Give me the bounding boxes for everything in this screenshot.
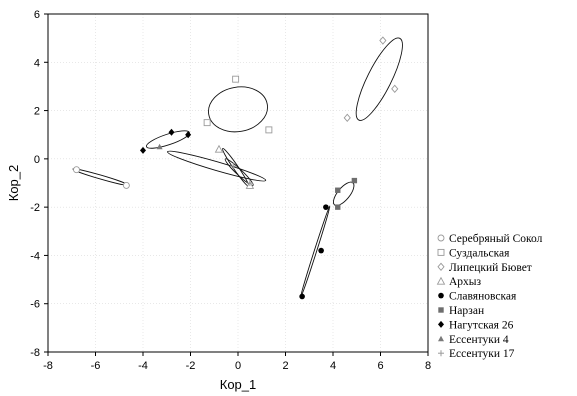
y-axis-label: Кор_2 — [6, 165, 21, 202]
ellipse-series-2 — [355, 37, 403, 121]
data-point — [122, 181, 130, 189]
legend-marker — [438, 320, 444, 328]
x-tick-label: -4 — [138, 360, 148, 372]
confidence-ellipses — [72, 37, 403, 299]
legend-marker — [438, 350, 444, 357]
legend-entry: Архыз — [449, 276, 482, 288]
ellipse-series-6 — [145, 130, 190, 149]
x-tick-label: -2 — [186, 360, 196, 372]
x-tick-label: 2 — [282, 360, 288, 372]
data-point — [379, 36, 387, 45]
grid — [47, 13, 429, 353]
data-point — [335, 204, 341, 210]
x-tick-label: 0 — [235, 360, 241, 372]
legend-marker — [438, 335, 444, 342]
y-tick-label: -2 — [30, 202, 40, 214]
data-point — [185, 131, 192, 139]
legend-entry: Нагутская 26 — [449, 319, 514, 331]
data-point — [299, 293, 305, 300]
ellipse-series-5 — [332, 181, 355, 207]
y-tick-label: 4 — [34, 57, 40, 69]
y-tick-label: -6 — [30, 299, 40, 311]
x-tick-label: 6 — [377, 360, 383, 372]
data-point — [140, 146, 146, 154]
legend-entry: Липецкий Бювет — [449, 262, 532, 274]
y-tick-label: -4 — [30, 250, 40, 262]
legend-entry: Нарзан — [449, 305, 484, 317]
legend-marker — [436, 276, 446, 285]
data-point — [230, 163, 237, 170]
x-tick-label: 8 — [425, 360, 431, 372]
ellipse-series-4 — [300, 205, 331, 299]
legend-marker — [437, 248, 445, 256]
legend-entry: Ессентуки 4 — [449, 334, 509, 346]
ellipse-series-8 — [224, 158, 254, 186]
data-point — [323, 204, 329, 210]
x-tick-label: 4 — [330, 360, 336, 372]
data-point — [246, 180, 253, 186]
data-point — [265, 126, 273, 134]
data-point — [168, 128, 175, 136]
legend: Серебряный Сокол Суздальская Липецкий Бюве… — [436, 233, 543, 360]
y-tick-label: 6 — [34, 9, 40, 21]
data-point — [232, 75, 240, 83]
x-axis-label: Кор_1 — [220, 377, 257, 392]
data-point — [73, 166, 80, 174]
data-point — [156, 143, 163, 150]
legend-entry: Ессентуки 17 — [449, 348, 515, 360]
data-point — [351, 177, 358, 184]
ellipse-series-0 — [72, 168, 129, 186]
data-point — [318, 247, 324, 254]
data-point — [391, 84, 399, 94]
legend-entry: Серебряный Сокол — [449, 233, 543, 245]
legend-entry: Суздальская — [449, 247, 510, 259]
legend-entry: Славяновская — [449, 291, 517, 303]
data-point — [203, 119, 211, 127]
legend-marker — [438, 292, 444, 299]
legend-marker — [437, 262, 445, 271]
x-tick-label: -8 — [43, 360, 53, 372]
axis-ticks: -8 -6 -4 -2 0 2 4 6 8 6 4 2 0 -2 -4 -6 -8 — [30, 9, 431, 372]
x-tick-label: -6 — [91, 360, 101, 372]
data-point — [343, 113, 351, 123]
legend-marker — [438, 307, 444, 313]
ellipse-series-7 — [167, 150, 267, 182]
y-tick-label: 0 — [34, 154, 40, 166]
y-tick-label: -8 — [30, 347, 40, 359]
data-point — [214, 144, 224, 153]
ellipse-series-1 — [208, 86, 268, 133]
data-point — [335, 187, 341, 193]
y-tick-label: 2 — [34, 106, 40, 118]
data-points — [73, 36, 399, 300]
legend-marker — [437, 234, 445, 242]
